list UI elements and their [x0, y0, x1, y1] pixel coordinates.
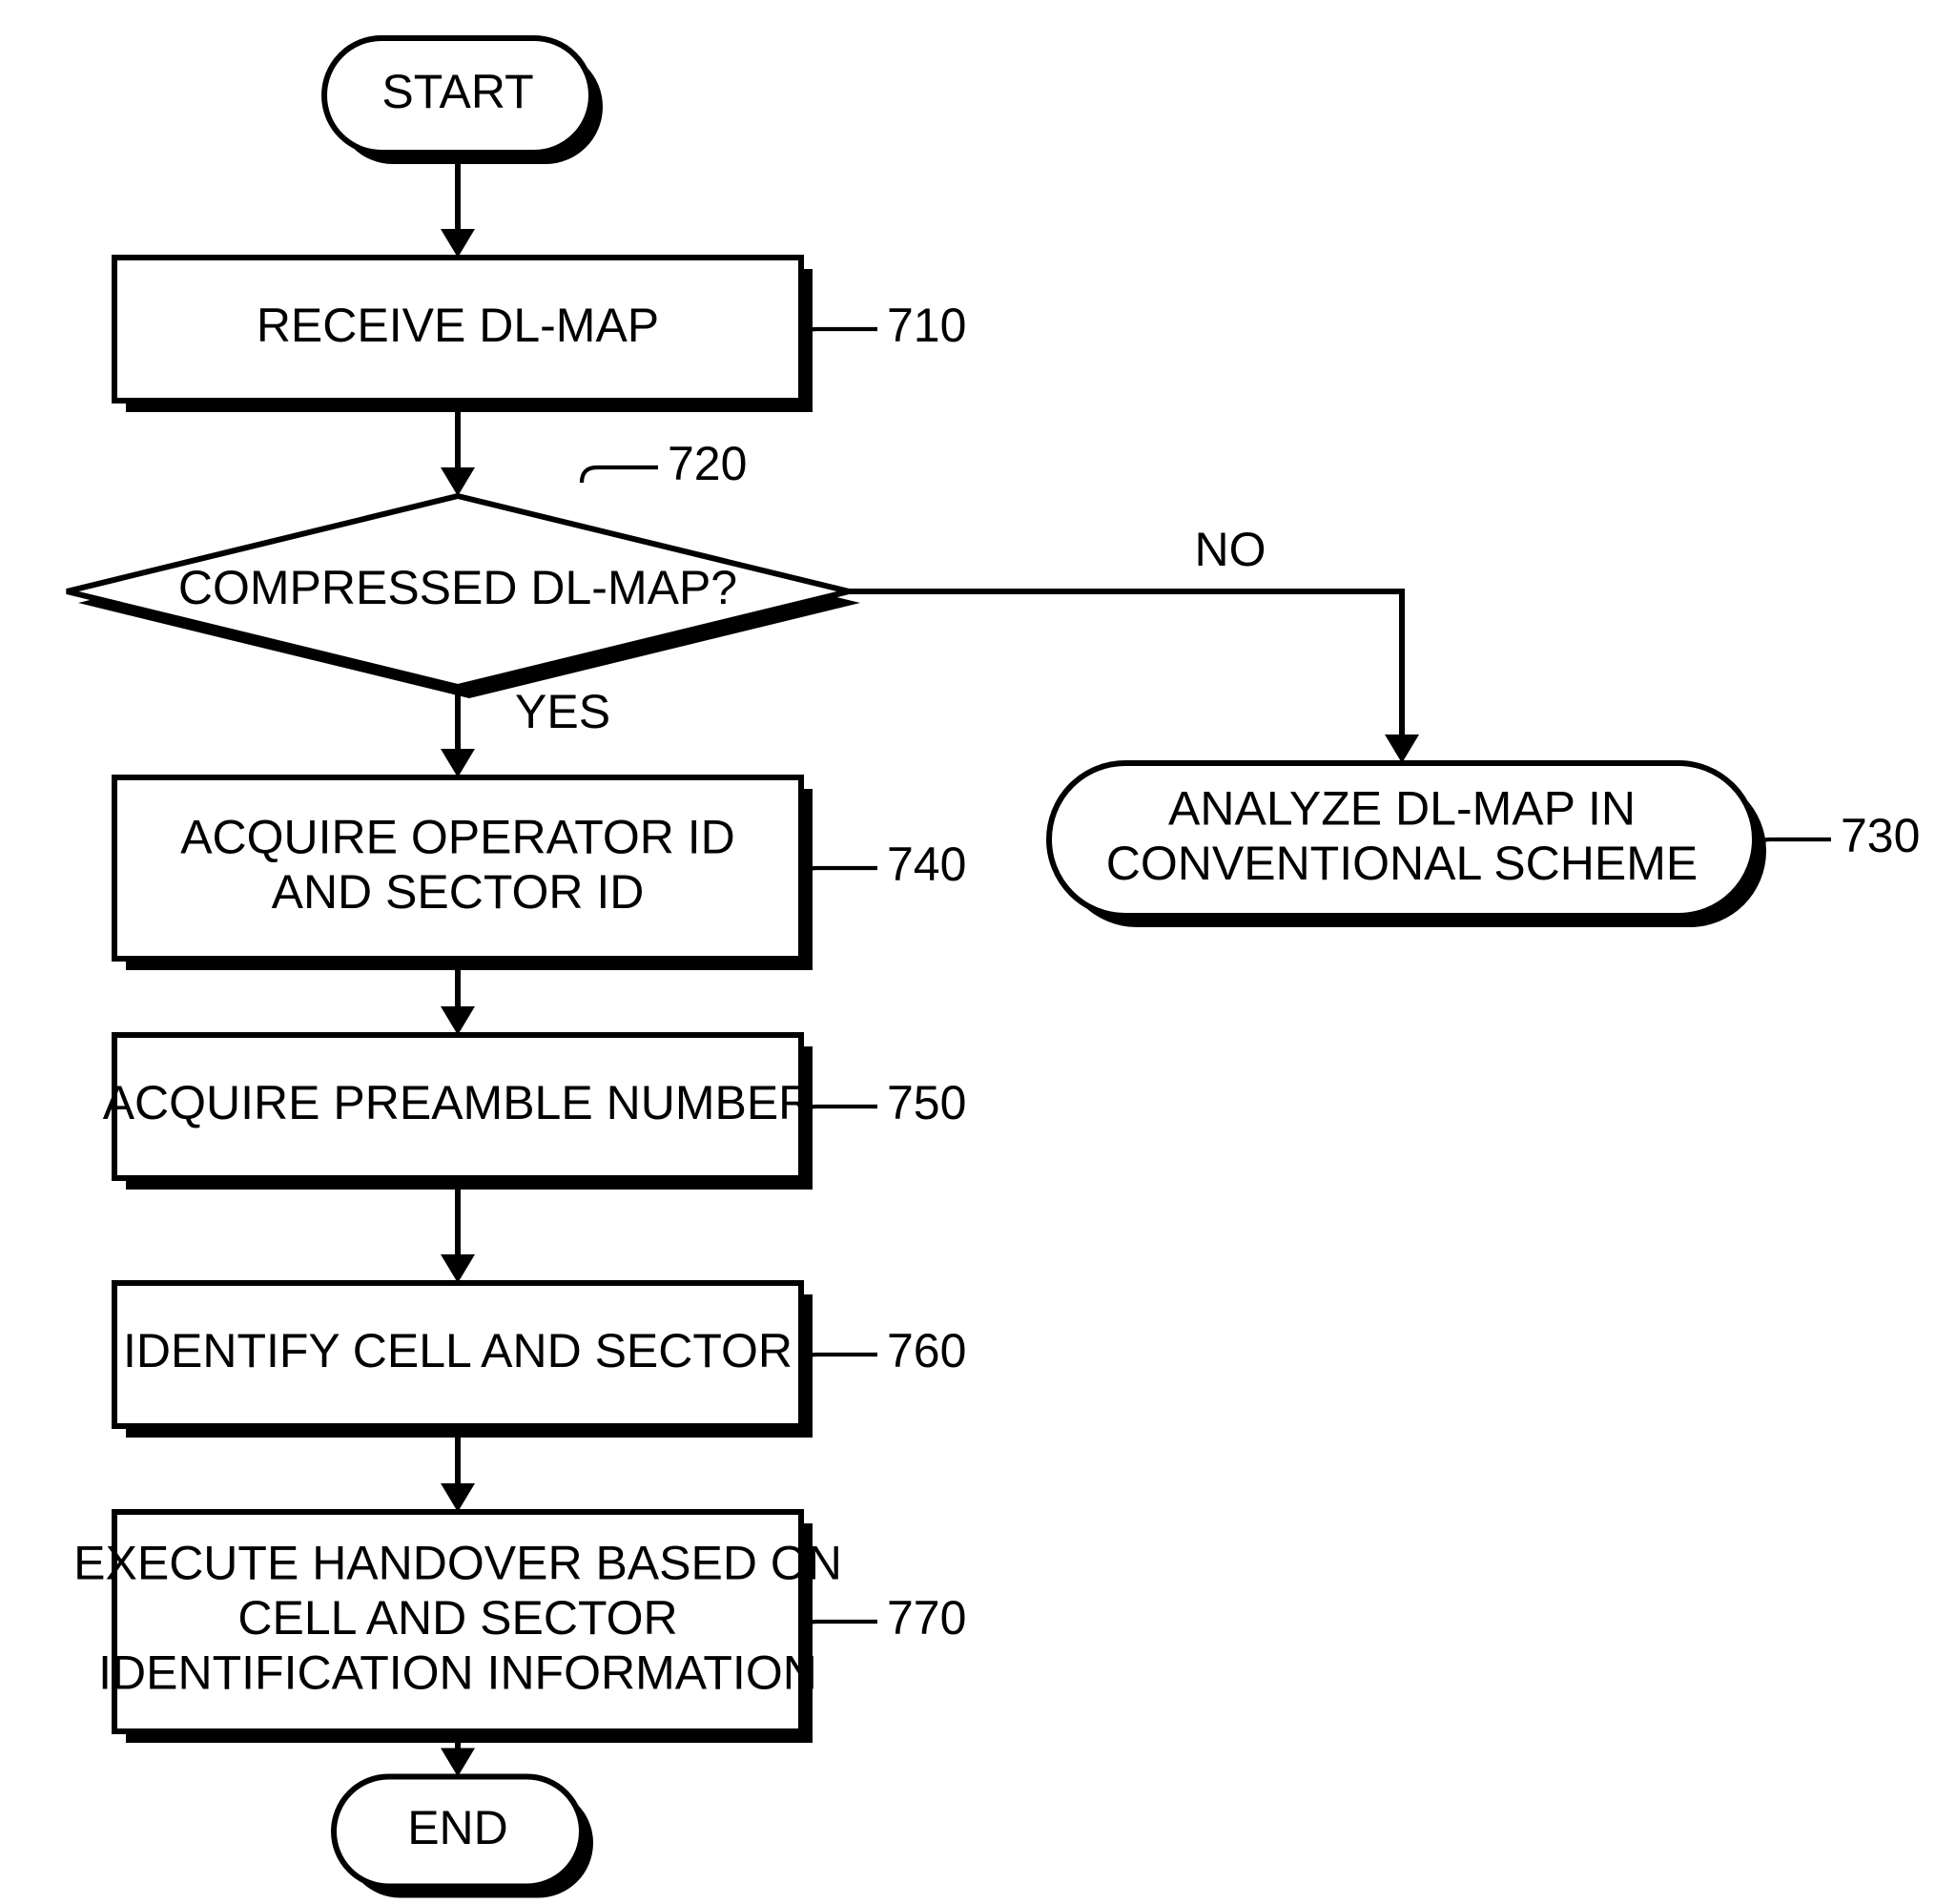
- node-n760: IDENTIFY CELL AND SECTOR: [114, 1283, 813, 1438]
- node-label: AND SECTOR ID: [272, 865, 645, 919]
- node-label: START: [381, 65, 533, 118]
- node-label: CELL AND SECTOR: [237, 1591, 677, 1645]
- node-label: ANALYZE DL-MAP IN: [1168, 781, 1636, 835]
- node-label: EXECUTE HANDOVER BASED ON: [73, 1537, 842, 1590]
- ref-label: 710: [887, 299, 966, 352]
- ref-label: 730: [1841, 809, 1920, 862]
- flowchart-root: START RECEIVE DL-MAP COMPRESSED DL-MAP? ANA…: [0, 0, 1956, 1904]
- node-label: END: [407, 1801, 508, 1854]
- node-label: CONVENTIONAL SCHEME: [1106, 837, 1698, 890]
- edge-label: YES: [515, 685, 610, 738]
- node-label: ACQUIRE OPERATOR ID: [180, 810, 735, 863]
- node-n740: ACQUIRE OPERATOR IDAND SECTOR ID: [114, 777, 813, 970]
- node-label: RECEIVE DL-MAP: [257, 299, 659, 352]
- node-n710: RECEIVE DL-MAP: [114, 258, 813, 412]
- node-label: ACQUIRE PREAMBLE NUMBER: [103, 1076, 813, 1129]
- node-label: COMPRESSED DL-MAP?: [178, 561, 737, 614]
- node-label: IDENTIFY CELL AND SECTOR: [123, 1324, 793, 1377]
- ref-label: 740: [887, 838, 966, 891]
- ref-label: 720: [668, 437, 747, 490]
- node-n750: ACQUIRE PREAMBLE NUMBER: [103, 1035, 813, 1190]
- node-start: START: [324, 38, 603, 164]
- edge-label: NO: [1195, 523, 1266, 576]
- ref-label: 770: [887, 1591, 966, 1645]
- ref-label: 750: [887, 1076, 966, 1129]
- node-label: IDENTIFICATION INFORMATION: [98, 1646, 817, 1700]
- node-end: END: [334, 1777, 593, 1898]
- node-n770: EXECUTE HANDOVER BASED ONCELL AND SECTOR…: [73, 1512, 842, 1743]
- ref-label: 760: [887, 1324, 966, 1377]
- node-n730: ANALYZE DL-MAP INCONVENTIONAL SCHEME: [1049, 763, 1766, 927]
- flowchart-svg: START RECEIVE DL-MAP COMPRESSED DL-MAP? ANA…: [0, 0, 1956, 1904]
